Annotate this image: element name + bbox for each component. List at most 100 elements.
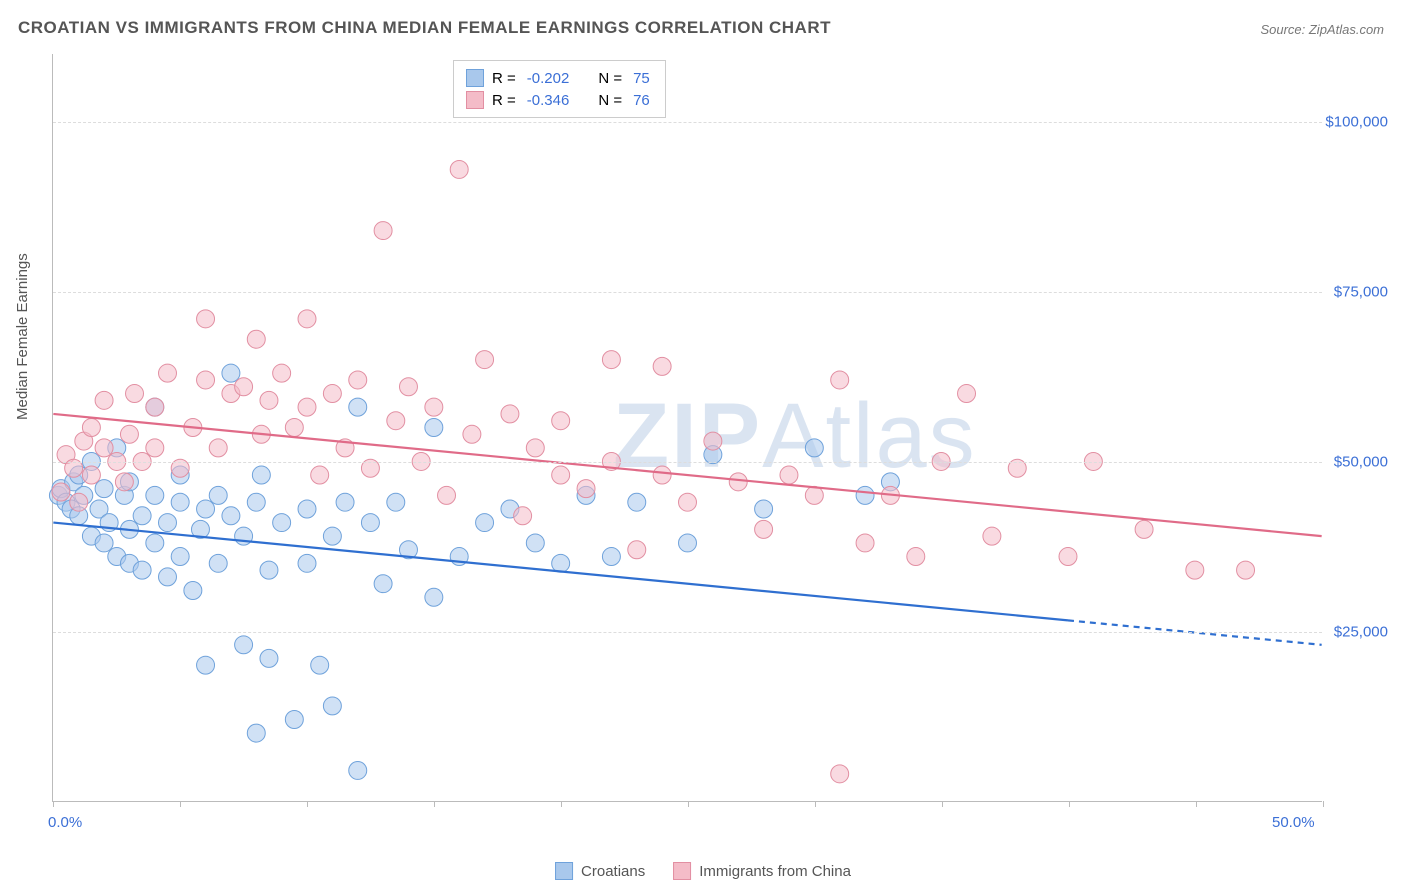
series-legend-label: Croatians	[581, 863, 645, 880]
data-point	[82, 466, 100, 484]
legend-swatch	[555, 862, 573, 880]
data-point	[577, 480, 595, 498]
x-tick-mark	[688, 801, 689, 807]
y-tick-label: $25,000	[1334, 624, 1388, 641]
data-point	[387, 412, 405, 430]
data-point	[133, 507, 151, 525]
data-point	[374, 222, 392, 240]
legend-swatch	[466, 69, 484, 87]
data-point	[209, 439, 227, 457]
data-point	[133, 561, 151, 579]
data-point	[856, 534, 874, 552]
data-point	[476, 514, 494, 532]
data-point	[653, 466, 671, 484]
series-legend-item: Croatians	[555, 862, 645, 880]
data-point	[602, 548, 620, 566]
data-point	[780, 466, 798, 484]
data-point	[349, 371, 367, 389]
data-point	[387, 493, 405, 511]
data-point	[704, 432, 722, 450]
data-point	[95, 534, 113, 552]
data-point	[222, 364, 240, 382]
data-point	[146, 486, 164, 504]
data-point	[450, 160, 468, 178]
series-legend-label: Immigrants from China	[699, 863, 851, 880]
data-point	[805, 486, 823, 504]
legend-swatch	[466, 91, 484, 109]
x-tick-mark	[1323, 801, 1324, 807]
data-point	[197, 371, 215, 389]
x-tick-mark	[1196, 801, 1197, 807]
data-point	[438, 486, 456, 504]
data-point	[323, 385, 341, 403]
series-legend: Croatians Immigrants from China	[555, 862, 851, 880]
data-point	[374, 575, 392, 593]
data-point	[361, 514, 379, 532]
data-point	[171, 548, 189, 566]
data-point	[146, 534, 164, 552]
data-point	[349, 761, 367, 779]
data-point	[209, 554, 227, 572]
correlation-legend: R =-0.202N =75R =-0.346N =76	[453, 60, 666, 118]
data-point	[222, 507, 240, 525]
data-point	[1186, 561, 1204, 579]
data-point	[298, 500, 316, 518]
data-point	[171, 493, 189, 511]
data-point	[323, 697, 341, 715]
data-point	[425, 588, 443, 606]
data-point	[831, 371, 849, 389]
data-point	[1135, 520, 1153, 538]
data-point	[260, 649, 278, 667]
x-tick-mark	[1069, 801, 1070, 807]
data-point	[552, 412, 570, 430]
data-point	[679, 534, 697, 552]
gridline	[53, 462, 1322, 463]
gridline	[53, 122, 1322, 123]
legend-r-label: R =	[492, 92, 516, 109]
x-tick-mark	[942, 801, 943, 807]
y-tick-label: $100,000	[1325, 114, 1388, 131]
data-point	[126, 385, 144, 403]
data-point	[805, 439, 823, 457]
data-point	[425, 419, 443, 437]
data-point	[115, 473, 133, 491]
data-point	[755, 500, 773, 518]
chart-title: CROATIAN VS IMMIGRANTS FROM CHINA MEDIAN…	[18, 18, 831, 38]
data-point	[298, 554, 316, 572]
legend-r-label: R =	[492, 70, 516, 87]
data-point	[425, 398, 443, 416]
gridline	[53, 292, 1322, 293]
legend-swatch	[673, 862, 691, 880]
data-point	[831, 765, 849, 783]
data-point	[311, 466, 329, 484]
scatter-svg	[53, 54, 1322, 801]
data-point	[1237, 561, 1255, 579]
data-point	[983, 527, 1001, 545]
data-point	[197, 656, 215, 674]
data-point	[514, 507, 532, 525]
data-point	[399, 378, 417, 396]
y-axis-label: Median Female Earnings	[14, 253, 31, 420]
x-tick-label: 0.0%	[48, 814, 82, 831]
data-point	[146, 439, 164, 457]
gridline	[53, 632, 1322, 633]
data-point	[159, 514, 177, 532]
data-point	[729, 473, 747, 491]
data-point	[958, 385, 976, 403]
data-point	[1059, 548, 1077, 566]
data-point	[679, 493, 697, 511]
data-point	[628, 541, 646, 559]
chart-plot-area: ZIPAtlas R =-0.202N =75R =-0.346N =76	[52, 54, 1322, 802]
data-point	[120, 425, 138, 443]
data-point	[476, 351, 494, 369]
data-point	[628, 493, 646, 511]
trend-line	[53, 414, 1321, 536]
data-point	[463, 425, 481, 443]
legend-row: R =-0.202N =75	[466, 67, 653, 89]
x-tick-mark	[180, 801, 181, 807]
data-point	[285, 419, 303, 437]
x-tick-mark	[53, 801, 54, 807]
x-tick-mark	[434, 801, 435, 807]
data-point	[336, 493, 354, 511]
legend-row: R =-0.346N =76	[466, 89, 653, 111]
